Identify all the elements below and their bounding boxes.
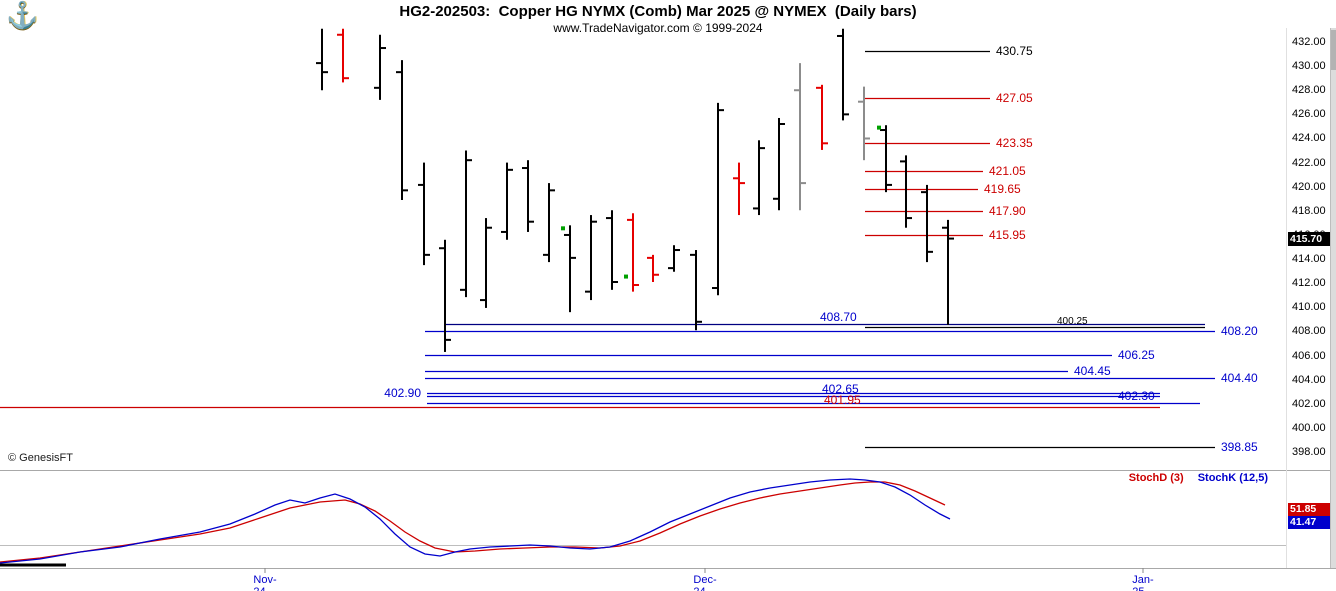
ohlc-bar (460, 150, 472, 298)
price-axis-label: 432.00 (1292, 36, 1326, 48)
ohlc-bar (374, 34, 386, 100)
ohlc-bar (627, 213, 639, 292)
level-line-label: 421.05 (989, 164, 1026, 178)
level-line-label: 423.35 (996, 136, 1033, 150)
buy-signal-marker (877, 125, 881, 130)
level-line-label: 401.95 (824, 393, 861, 407)
stochd-line (0, 481, 946, 563)
ohlc-bar (733, 162, 745, 216)
ohlc-bar (712, 102, 724, 296)
level-line-label: 398.85 (1221, 440, 1258, 454)
chart-title: HG2-202503: Copper HG NYMX (Comb) Mar 20… (399, 3, 917, 20)
ohlc-bar (522, 160, 534, 232)
ohlc-bar (880, 125, 892, 193)
ohlc-bar (837, 28, 849, 121)
level-line-label: 408.70 (820, 310, 857, 324)
copyright-watermark: © GenesisFT (8, 452, 73, 464)
chart-subtitle: www.TradeNavigator.com © 1999-2024 (553, 21, 763, 35)
price-axis-label: 404.00 (1292, 373, 1326, 386)
ohlc-bar (668, 245, 680, 272)
buy-signal-marker (561, 226, 565, 231)
stochk-label[interactable]: StochK (12,5) (1197, 472, 1268, 484)
price-axis-label: 422.00 (1292, 156, 1326, 169)
price-axis-label: 418.00 (1292, 204, 1326, 217)
ohlc-bar (418, 162, 430, 266)
price-axis-label: 412.00 (1292, 277, 1326, 290)
buy-signal-marker (624, 274, 628, 279)
level-line-label: 408.20 (1221, 324, 1258, 338)
level-line-label: 402.65 (822, 382, 859, 396)
last-price-badge: 415.70 (1288, 231, 1334, 246)
price-axis-label: 414.00 (1292, 253, 1326, 266)
level-line-label: 415.95 (989, 228, 1026, 242)
ohlc-bar (942, 219, 954, 325)
ohlc-bar (439, 239, 451, 352)
price-axis-label: 406.00 (1292, 349, 1326, 362)
ohlc-bar (396, 60, 408, 200)
ohlc-bar (794, 63, 806, 211)
level-line-label: 430.75 (996, 44, 1033, 58)
level-line-label: 400.25 (1057, 316, 1088, 327)
price-axis-label: 400.00 (1292, 421, 1326, 434)
ohlc-bar (773, 117, 785, 211)
stochk-value-badge: 41.47 (1288, 516, 1334, 529)
stoch-indicator-legend: StochD (3) StochK (12,5) (1129, 472, 1268, 484)
date-axis-label: Jan-25 (1132, 574, 1154, 591)
level-line-label: 406.25 (1118, 348, 1155, 362)
scrollbar-thumb[interactable] (1331, 30, 1336, 70)
date-axis-label: Nov-24 (253, 574, 277, 591)
ohlc-bar (337, 28, 349, 83)
date-axis-label: Dec-24 (693, 574, 717, 591)
ohlc-bar (501, 162, 513, 240)
level-line-label: 417.90 (989, 204, 1026, 218)
price-axis-label: 430.00 (1292, 60, 1326, 73)
genesis-gold-logo-icon: ⚓ (6, 0, 39, 30)
ohlc-bar (858, 86, 870, 161)
level-line-label: 404.45 (1074, 364, 1111, 378)
ohlc-bar (900, 155, 912, 228)
ohlc-bar (585, 215, 597, 301)
stochd-value-badge: 51.85 (1288, 503, 1334, 516)
ohlc-bar (543, 183, 555, 263)
level-line-label: 402.90 (384, 386, 421, 400)
ohlc-bar (921, 184, 933, 263)
ohlc-bar (690, 250, 702, 331)
level-line-label: 419.65 (984, 182, 1021, 196)
ohlc-bar (606, 210, 618, 290)
ohlc-bar (816, 84, 828, 150)
ohlc-bar (753, 140, 765, 216)
ohlc-bar (316, 28, 328, 91)
level-line-label: 427.05 (996, 91, 1033, 105)
stochd-label[interactable]: StochD (3) (1128, 472, 1184, 484)
price-axis-label: 424.00 (1292, 132, 1326, 145)
price-axis-label: 408.00 (1292, 325, 1326, 338)
ohlc-bar (647, 254, 659, 282)
vertical-scrollbar[interactable] (1330, 28, 1336, 568)
price-axis-label: 426.00 (1292, 108, 1326, 121)
ohlc-bar (564, 225, 576, 313)
level-line-label: 404.40 (1221, 371, 1258, 385)
ohlc-bar (480, 218, 492, 308)
level-line-label: 402.30 (1118, 389, 1155, 403)
price-axis-label: 420.00 (1292, 180, 1326, 193)
price-axis-label: 410.00 (1292, 301, 1326, 314)
price-axis-label: 402.00 (1292, 397, 1326, 410)
stochk-line (0, 478, 951, 564)
price-axis-label: 428.00 (1292, 84, 1326, 97)
price-axis-label: 398.00 (1292, 446, 1326, 459)
